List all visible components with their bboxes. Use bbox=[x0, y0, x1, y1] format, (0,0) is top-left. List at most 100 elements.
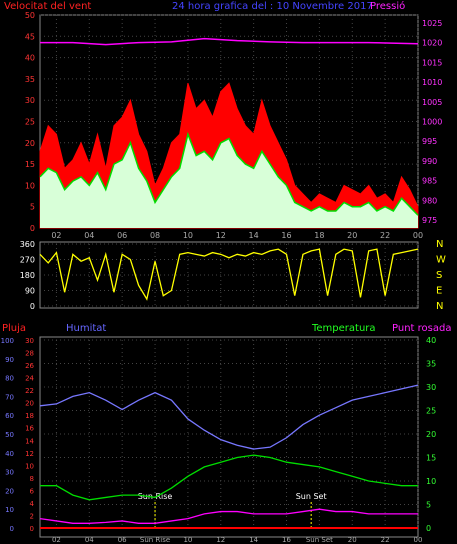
x-tick-label: 20 bbox=[348, 536, 357, 544]
chart-title: 24 hora grafica del : 10 Novembre 2017 bbox=[172, 1, 373, 12]
series-wind-line bbox=[39, 131, 419, 216]
x-tick-label: 04 bbox=[85, 536, 94, 544]
y-left-tick-label: 0 bbox=[30, 224, 35, 233]
compass-label: N bbox=[436, 239, 443, 250]
y-right-tick-label: 980 bbox=[422, 196, 437, 205]
x-tick-label: 04 bbox=[84, 231, 94, 240]
temperature-tick-label: 5 bbox=[426, 501, 431, 510]
x-tick-label: 02 bbox=[52, 536, 61, 544]
sunrise-label: Sun Rise bbox=[138, 492, 173, 501]
y-right-tick-label: 985 bbox=[422, 177, 437, 186]
rain-label: Pluja bbox=[2, 323, 26, 334]
x-tick-label: 16 bbox=[281, 231, 291, 240]
x-tick-label: Sun Rise bbox=[140, 536, 170, 544]
rain-tick-label: 12 bbox=[25, 450, 34, 458]
temperature-tick-label: 0 bbox=[426, 524, 431, 533]
y-right-tick-label: 1025 bbox=[422, 19, 442, 28]
rain-tick-label: 24 bbox=[25, 375, 34, 383]
rain-tick-label: 26 bbox=[25, 362, 34, 370]
x-tick-label: 14 bbox=[249, 231, 259, 240]
humidity-tick-label: 60 bbox=[5, 412, 14, 420]
direction-tick-label: 0 bbox=[30, 302, 35, 311]
y-right-tick-label: 1020 bbox=[422, 39, 442, 48]
direction-panel-frame bbox=[39, 241, 419, 309]
y-left-tick-label: 35 bbox=[25, 75, 35, 84]
rain-tick-label: 6 bbox=[30, 487, 35, 495]
series-punt-rosada-line bbox=[39, 508, 418, 524]
direction-tick-label: 90 bbox=[25, 287, 35, 296]
temperature-tick-label: 30 bbox=[426, 383, 436, 392]
y-right-tick-label: 1015 bbox=[422, 58, 442, 67]
x-tick-label: 10 bbox=[183, 231, 193, 240]
temperature-tick-label: 40 bbox=[426, 336, 436, 345]
direction-tick-label: 270 bbox=[20, 256, 35, 265]
humidity-tick-label: 40 bbox=[5, 450, 14, 458]
humidity-tick-label: 0 bbox=[10, 525, 14, 533]
x-tick-label: 10 bbox=[183, 536, 192, 544]
x-tick-label: 06 bbox=[117, 231, 127, 240]
temperature-tick-label: 35 bbox=[426, 360, 436, 369]
humidity-panel-frame bbox=[39, 336, 419, 538]
humidity-tick-label: 100 bbox=[1, 337, 14, 345]
humidity-tick-label: 20 bbox=[5, 487, 14, 495]
direction-tick-label: 180 bbox=[20, 271, 35, 280]
humidity-tick-label: 70 bbox=[5, 393, 14, 401]
x-tick-label: 16 bbox=[282, 536, 291, 544]
rain-tick-label: 16 bbox=[25, 425, 34, 433]
compass-label: S bbox=[436, 270, 442, 281]
humidity-tick-label: 30 bbox=[5, 469, 14, 477]
x-tick-label: 22 bbox=[381, 536, 390, 544]
x-tick-label: 00 bbox=[413, 231, 423, 240]
pressure-label: Pressió bbox=[370, 0, 405, 12]
y-left-tick-label: 30 bbox=[25, 96, 35, 105]
rain-tick-label: 0 bbox=[30, 525, 34, 533]
y-right-tick-label: 1010 bbox=[422, 78, 442, 87]
compass-label: E bbox=[436, 286, 442, 297]
humidity-tick-label: 90 bbox=[5, 356, 14, 364]
x-tick-label: 12 bbox=[216, 231, 226, 240]
sunset-label: Sun Set bbox=[296, 492, 327, 501]
temperature-tick-label: 20 bbox=[426, 430, 436, 439]
y-left-tick-label: 25 bbox=[25, 118, 35, 127]
y-left-tick-label: 40 bbox=[25, 54, 35, 63]
humidity-tick-label: 50 bbox=[5, 431, 14, 439]
rain-tick-label: 28 bbox=[25, 350, 34, 358]
rain-tick-label: 30 bbox=[25, 337, 34, 345]
humidity-label: Humitat bbox=[66, 323, 106, 334]
x-tick-label: Sun Set bbox=[306, 536, 333, 544]
temperature-tick-label: 25 bbox=[426, 407, 436, 416]
rain-tick-label: 4 bbox=[30, 500, 35, 508]
y-left-tick-label: 15 bbox=[25, 160, 35, 169]
compass-label: N bbox=[436, 301, 443, 312]
y-left-tick-label: 50 bbox=[25, 11, 35, 20]
rain-tick-label: 20 bbox=[25, 400, 34, 408]
x-tick-label: 18 bbox=[314, 231, 324, 240]
x-tick-label: 14 bbox=[249, 536, 258, 544]
temperature-label: Temperatura bbox=[311, 323, 376, 334]
y-right-tick-label: 990 bbox=[422, 157, 437, 166]
rain-tick-label: 14 bbox=[25, 437, 34, 445]
rain-tick-label: 10 bbox=[25, 462, 34, 470]
temperature-tick-label: 15 bbox=[426, 454, 436, 463]
direction-tick-label: 360 bbox=[20, 240, 35, 249]
x-tick-label: 12 bbox=[216, 536, 225, 544]
x-tick-label: 20 bbox=[347, 231, 357, 240]
dewpoint-label: Punt rosada bbox=[392, 323, 451, 334]
wind-speed-label: Velocitat del vent bbox=[4, 1, 91, 12]
series-humitat-line bbox=[39, 384, 419, 450]
y-right-tick-label: 975 bbox=[422, 216, 437, 225]
rain-tick-label: 8 bbox=[30, 475, 34, 483]
y-left-tick-label: 10 bbox=[25, 181, 35, 190]
humidity-tick-label: 10 bbox=[5, 506, 14, 514]
compass-label: W bbox=[436, 255, 446, 266]
rain-tick-label: 22 bbox=[25, 387, 34, 395]
y-right-tick-label: 1000 bbox=[422, 118, 442, 127]
x-tick-label: 22 bbox=[380, 231, 390, 240]
x-tick-label: 00 bbox=[414, 536, 423, 544]
rain-tick-label: 18 bbox=[25, 412, 34, 420]
rain-tick-label: 2 bbox=[30, 512, 34, 520]
x-tick-label: 08 bbox=[150, 231, 160, 240]
y-right-tick-label: 1005 bbox=[422, 98, 442, 107]
y-left-tick-label: 5 bbox=[30, 203, 35, 212]
